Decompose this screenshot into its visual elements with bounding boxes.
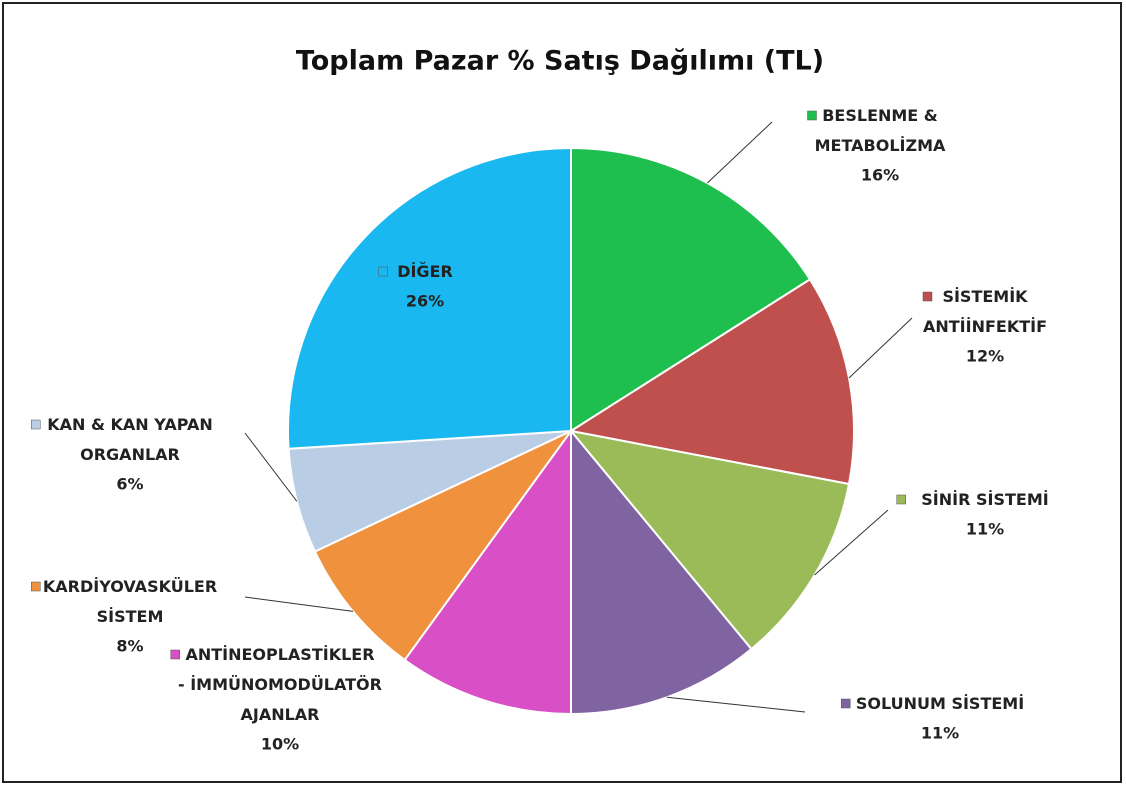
leader-line [848,317,913,379]
slice-label: SOLUNUM SİSTEMİ [856,694,1024,713]
slice-label: BESLENME & METABOLİZMA [815,106,946,155]
legend-marker [896,494,906,505]
slice-label: ANTİNEOPLASTİKLER - İMMÜNOMODÜLATÖR AJANLA… [178,645,382,724]
leader-line [706,121,773,184]
value-label: 16% [861,166,899,185]
pie-slice [568,277,855,486]
slice-label: KAN & KAN YAPAN ORGANLAR [47,415,212,464]
legend-marker [922,291,933,302]
legend-marker [31,581,41,592]
pie-slice [568,429,851,651]
pie-slice [570,146,812,433]
legend-marker [807,110,817,121]
value-label: 26% [406,292,444,311]
pie-slice [403,427,572,716]
leader-line [814,509,889,576]
legend-marker [841,698,851,709]
value-label: 11% [921,724,959,743]
pie-slice [570,428,753,716]
value-label: 10% [261,735,299,754]
value-label: 6% [116,475,143,494]
leader-line [244,432,298,502]
slice-label: KARDİYOVASKÜLER SİSTEM [43,577,217,626]
value-label: 12% [966,347,1004,366]
leader-line [666,696,806,713]
slice-label: SİSTEMİK ANTİİNFEKTİF [923,287,1047,336]
value-label: 11% [966,520,1004,539]
legend-marker [170,649,180,660]
leader-line [244,596,354,612]
legend-marker [31,419,41,430]
legend-marker [378,266,388,277]
chart-title: Toplam Pazar % Satış Dağılımı (TL) [296,46,824,77]
slice-label: DİĞER [397,262,453,281]
pie-slice [313,430,572,662]
value-label: 8% [116,637,143,656]
slice-label: SİNİR SİSTEMİ [921,490,1048,509]
pie-slice [287,146,572,450]
